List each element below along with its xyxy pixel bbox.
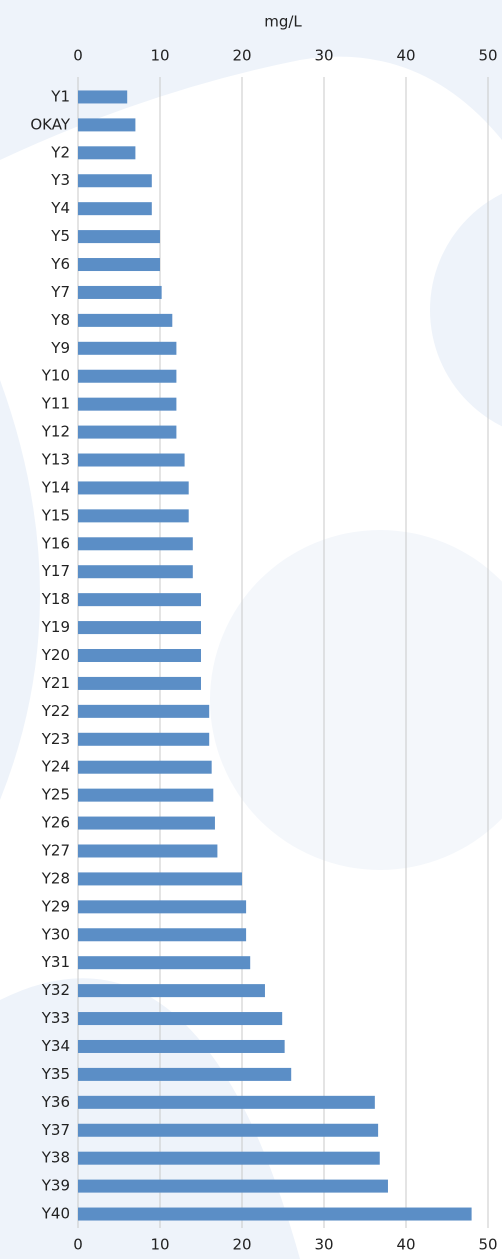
y-tick-label: Y4 (50, 199, 70, 217)
y-tick-label: Y6 (50, 255, 70, 273)
bar (78, 816, 215, 830)
bar (78, 425, 177, 439)
bar (78, 704, 210, 718)
y-tick-label: Y19 (41, 618, 70, 636)
x-tick-label-bottom: 40 (396, 1236, 415, 1254)
bar (78, 788, 214, 802)
bar (78, 1207, 472, 1221)
x-tick-label-bottom: 50 (478, 1236, 497, 1254)
y-tick-label: Y5 (50, 227, 70, 245)
y-tick-label: Y34 (41, 1037, 70, 1055)
y-tick-label: Y24 (41, 758, 70, 776)
bar (78, 341, 177, 355)
bar (78, 146, 136, 160)
x-tick-label-top: 10 (150, 47, 169, 65)
bar (78, 593, 201, 607)
y-tick-label: Y18 (41, 590, 70, 608)
x-tick-label-bottom: 10 (150, 1236, 169, 1254)
bar (78, 202, 152, 216)
bar (78, 509, 189, 523)
bar (78, 118, 136, 132)
bar (78, 928, 247, 942)
y-tick-label: Y25 (41, 786, 70, 804)
y-tick-label: Y11 (41, 395, 70, 413)
bar (78, 900, 247, 914)
x-tick-label-top: 20 (232, 47, 251, 65)
y-tick-label: Y35 (41, 1065, 70, 1083)
y-tick-label: Y1 (50, 87, 70, 105)
bar (78, 258, 160, 272)
y-tick-label: Y27 (41, 841, 70, 859)
y-tick-label: Y32 (41, 981, 70, 999)
bar (78, 230, 160, 244)
y-tick-label: Y36 (41, 1093, 70, 1111)
bar (78, 1095, 375, 1109)
y-tick-label: Y12 (41, 423, 70, 441)
bar (78, 1039, 285, 1053)
y-tick-label: Y20 (41, 646, 70, 664)
bar (78, 1067, 292, 1081)
x-tick-label-bottom: 20 (232, 1236, 251, 1254)
y-tick-label: Y28 (41, 869, 70, 887)
y-tick-label: Y15 (41, 506, 70, 524)
x-tick-label-top: 30 (314, 47, 333, 65)
y-tick-label: Y39 (41, 1177, 70, 1195)
y-tick-label: Y26 (41, 814, 70, 832)
bar (78, 397, 177, 411)
y-tick-label: Y13 (41, 451, 70, 469)
y-tick-label: Y31 (41, 953, 70, 971)
bar (78, 1179, 388, 1193)
y-tick-label: Y9 (50, 339, 70, 357)
y-tick-label: Y7 (50, 283, 70, 301)
y-tick-label: Y2 (50, 143, 70, 161)
bar (78, 956, 251, 970)
y-tick-label: Y16 (41, 534, 70, 552)
bar (78, 285, 162, 299)
x-tick-label-bottom: 0 (73, 1236, 83, 1254)
bar (78, 174, 152, 188)
bar (78, 369, 177, 383)
bar (78, 649, 201, 662)
bar (78, 732, 210, 746)
bar (78, 565, 193, 579)
y-tick-label: Y29 (41, 897, 70, 915)
bar (78, 760, 212, 774)
bar (78, 844, 218, 858)
x-tick-label-bottom: 30 (314, 1236, 333, 1254)
y-tick-label: OKAY (30, 115, 70, 133)
y-tick-label: Y23 (41, 730, 70, 748)
y-tick-label: Y21 (41, 674, 70, 692)
x-tick-label-top: 50 (478, 47, 497, 65)
bar (78, 537, 193, 551)
axis-title: mg/L (264, 13, 302, 31)
bar (78, 676, 201, 690)
bar (78, 984, 265, 998)
y-tick-label: Y3 (50, 171, 70, 189)
bar (78, 90, 128, 104)
y-tick-label: Y38 (41, 1149, 70, 1167)
bar (78, 453, 185, 467)
x-tick-label-top: 0 (73, 47, 83, 65)
bar (78, 1012, 283, 1026)
y-tick-label: Y33 (41, 1009, 70, 1027)
bar (78, 1123, 379, 1137)
bar (78, 481, 189, 495)
bar (78, 621, 201, 635)
y-tick-label: Y8 (50, 311, 70, 329)
bar (78, 313, 173, 327)
y-tick-label: Y40 (41, 1205, 70, 1223)
y-tick-label: Y10 (41, 367, 70, 385)
y-tick-label: Y14 (41, 478, 70, 496)
x-tick-label-top: 40 (396, 47, 415, 65)
y-tick-label: Y37 (41, 1121, 70, 1139)
y-tick-label: Y30 (41, 925, 70, 943)
y-tick-label: Y17 (41, 562, 70, 580)
bar (78, 872, 242, 886)
y-tick-label: Y22 (41, 702, 70, 720)
bar (78, 1151, 380, 1165)
